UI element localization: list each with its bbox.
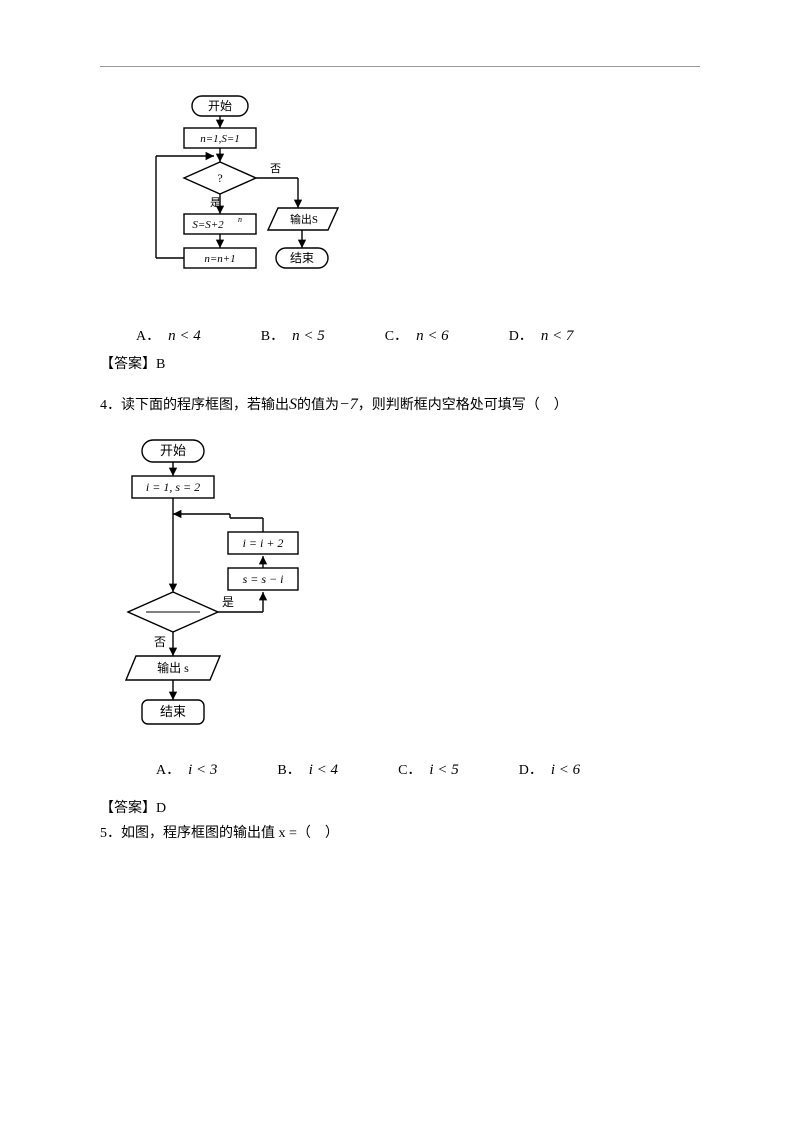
fc1-end: 结束 xyxy=(290,251,314,265)
option-3a-expr: n < 4 xyxy=(168,328,201,345)
q4-mid: 的值为 xyxy=(297,398,339,413)
question-4: 4．读下面的程序框图，若输出S的值为−7，则判断框内空格处可填写（ ） xyxy=(100,391,700,420)
option-4a-label: A． xyxy=(156,759,180,779)
option-3d-expr: n < 7 xyxy=(541,328,574,345)
fc2-assign: s = s − i xyxy=(243,572,284,586)
fc1-init: n=1,S=1 xyxy=(200,133,240,145)
question-3-options: A． n < 4 B． n < 5 C． n < 6 D． n < 7 xyxy=(100,325,700,345)
option-4a: A． i < 3 xyxy=(156,759,217,779)
fc2-no: 否 xyxy=(154,635,166,649)
fc1-inc: n=n+1 xyxy=(204,253,235,265)
option-3d: D． n < 7 xyxy=(509,325,574,345)
flowchart-2-svg: 开始 i = 1, s = 2 i = i + 2 s = s − i 是 否 … xyxy=(110,434,350,744)
fc2-start: 开始 xyxy=(160,443,186,458)
option-4c: C． i < 5 xyxy=(398,759,459,779)
fc2-end: 结束 xyxy=(160,704,186,719)
question-5: 5．如图，程序框图的输出值 x =（ ） xyxy=(100,821,700,846)
fc2-init: i = 1, s = 2 xyxy=(146,480,200,494)
option-3b-label: B． xyxy=(261,325,284,345)
fc1-decision: ? xyxy=(217,171,222,185)
option-3b-expr: n < 5 xyxy=(292,328,325,345)
option-3c-expr: n < 6 xyxy=(416,328,449,345)
fc2-inc: i = i + 2 xyxy=(243,536,284,550)
option-4d: D． i < 6 xyxy=(519,759,580,779)
flowchart-2: 开始 i = 1, s = 2 i = i + 2 s = s − i 是 否 … xyxy=(110,434,700,749)
option-4b: B． i < 4 xyxy=(277,759,338,779)
option-3c-label: C． xyxy=(385,325,408,345)
option-4b-expr: i < 4 xyxy=(309,762,338,779)
option-4a-expr: i < 3 xyxy=(188,762,217,779)
fc2-yes: 是 xyxy=(222,595,234,609)
answer-4: 【答案】D xyxy=(100,797,700,817)
flowchart-1-svg: 开始 n=1,S=1 ? 是 否 S=S+2 n 输出S n=n+1 结束 xyxy=(120,90,380,310)
answer-3: 【答案】B xyxy=(100,353,700,373)
fc1-assign: S=S+2 xyxy=(192,219,224,231)
header-rule xyxy=(100,66,700,67)
option-3b: B． n < 5 xyxy=(261,325,325,345)
option-4c-expr: i < 5 xyxy=(429,762,458,779)
option-3c: C． n < 6 xyxy=(385,325,449,345)
option-3a-label: A． xyxy=(136,325,160,345)
fc1-output: 输出S xyxy=(290,212,318,226)
option-4b-label: B． xyxy=(277,759,300,779)
q4-suffix: ，则判断框内空格处可填写（ ） xyxy=(358,398,568,413)
fc1-no: 否 xyxy=(270,163,281,175)
option-4c-label: C． xyxy=(398,759,421,779)
option-4d-expr: i < 6 xyxy=(551,762,580,779)
option-3a: A． n < 4 xyxy=(136,325,201,345)
fc2-output: 输出 s xyxy=(157,660,189,675)
fc1-assign-sup: n xyxy=(238,215,242,224)
q4-var: S xyxy=(289,396,297,413)
q4-prefix: 4．读下面的程序框图，若输出 xyxy=(100,398,289,413)
question-4-options: A． i < 3 B． i < 4 C． i < 5 D． i < 6 xyxy=(100,759,700,779)
fc1-start: 开始 xyxy=(208,99,232,113)
option-4d-label: D． xyxy=(519,759,543,779)
option-3d-label: D． xyxy=(509,325,533,345)
flowchart-1: 开始 n=1,S=1 ? 是 否 S=S+2 n 输出S n=n+1 结束 xyxy=(120,90,700,315)
q4-val: −7 xyxy=(339,396,358,413)
